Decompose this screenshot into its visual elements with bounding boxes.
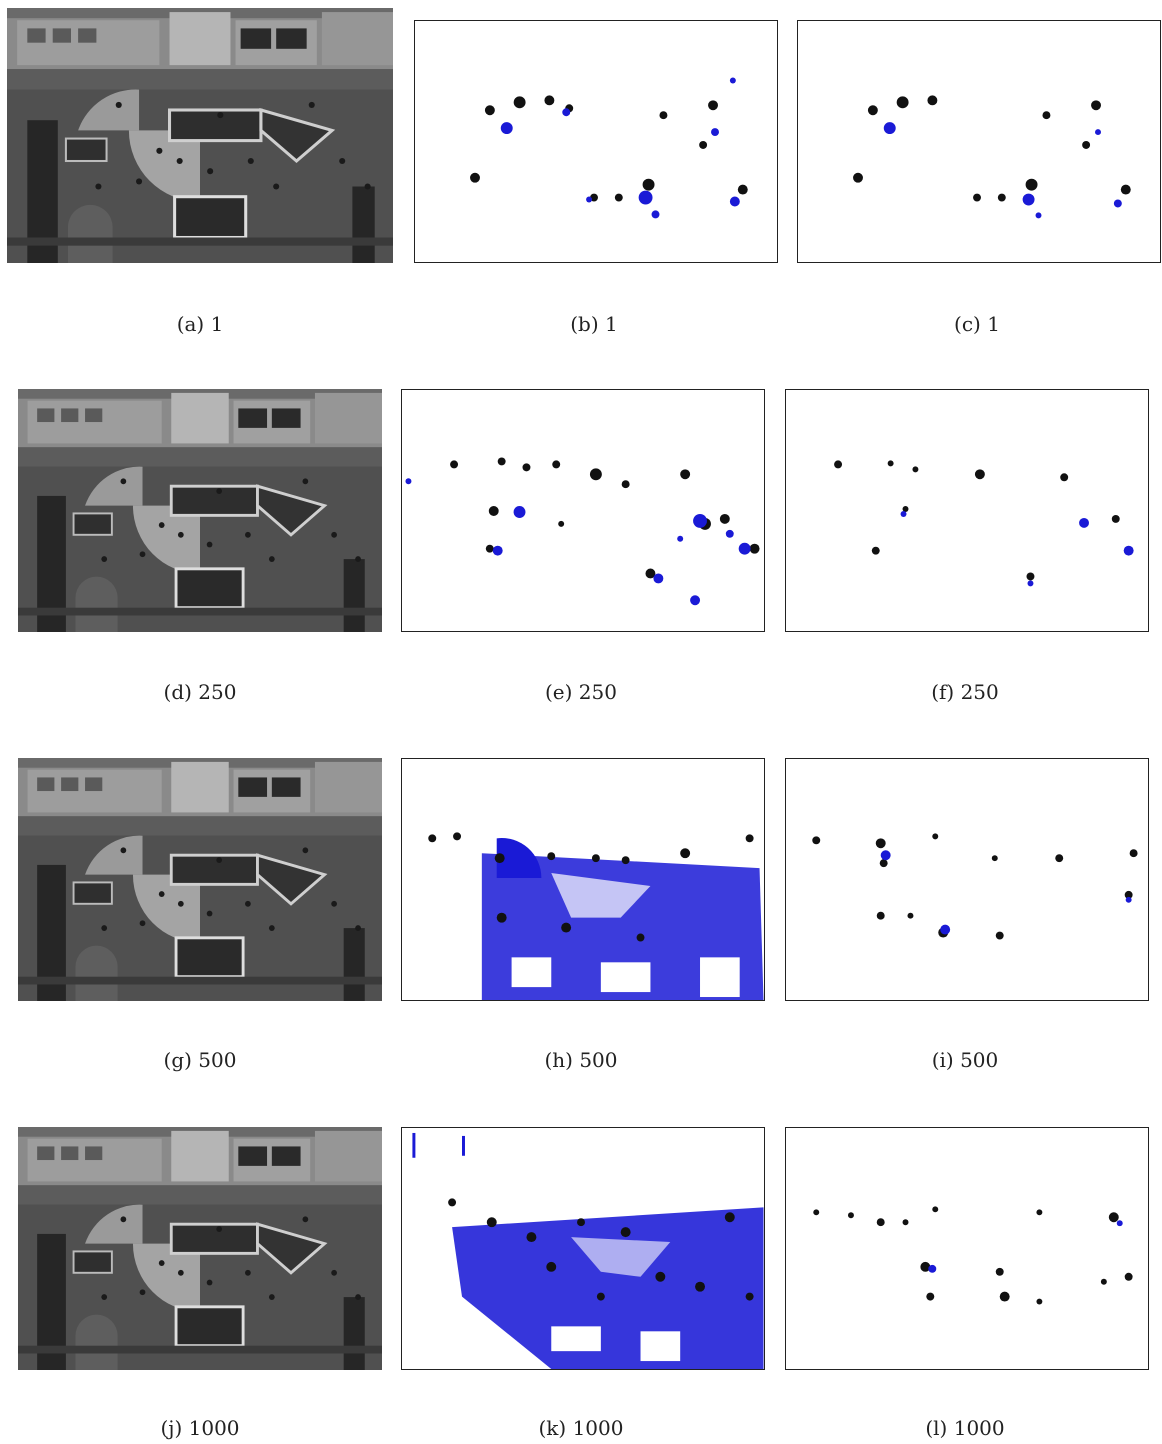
caption-g: (g) 500: [163, 1048, 237, 1072]
caption-c: (c) 1: [954, 312, 1000, 336]
caption-d: (d) 250: [163, 680, 237, 704]
foreground-mask: [401, 758, 765, 1001]
caption-a: (a) 1: [176, 312, 224, 336]
foreground-mask-proposed: [785, 758, 1149, 1001]
foreground-mask-proposed: [785, 389, 1149, 632]
caption-h: (h) 500: [544, 1048, 618, 1072]
scene-image: [18, 758, 382, 1001]
foreground-mask: [414, 20, 778, 263]
foreground-mask: [401, 389, 765, 632]
caption-k: (k) 1000: [538, 1416, 624, 1440]
caption-i: (i) 500: [931, 1048, 999, 1072]
caption-j: (j) 1000: [160, 1416, 240, 1440]
scene-image: [18, 389, 382, 632]
foreground-mask-proposed: [797, 20, 1161, 263]
scene-image: [18, 1127, 382, 1370]
caption-f: (f) 250: [931, 680, 999, 704]
foreground-mask: [401, 1127, 765, 1370]
caption-l: (l) 1000: [925, 1416, 1005, 1440]
foreground-mask-proposed: [785, 1127, 1149, 1370]
caption-b: (b) 1: [570, 312, 618, 336]
scene-image: [7, 8, 393, 263]
caption-e: (e) 250: [545, 680, 617, 704]
